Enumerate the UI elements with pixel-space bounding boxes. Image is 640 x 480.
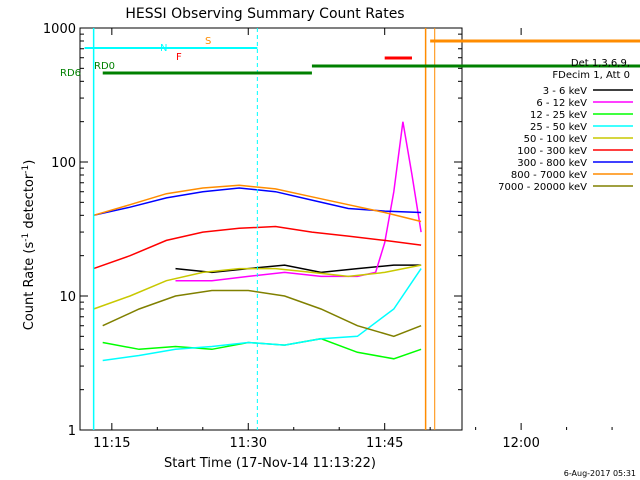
chart-title: HESSI Observing Summary Count Rates — [125, 6, 404, 22]
x-tick-label: 12:00 — [502, 436, 539, 451]
y-tick-label: 1000 — [43, 22, 76, 37]
legend-label: 100 - 300 keV — [517, 146, 587, 157]
y-tick-label: 1 — [68, 424, 76, 439]
state-label-rd6: RD6 — [60, 68, 81, 79]
legend-label: 50 - 100 keV — [524, 134, 588, 145]
x-axis-label: Start Time (17-Nov-14 11:13:22) — [164, 456, 376, 471]
state-label-rd0: RD0 — [94, 61, 115, 72]
legend-label: 6 - 12 keV — [536, 98, 587, 109]
ylabel-sup2: -1 — [21, 165, 31, 174]
series-line-0-1 — [175, 264, 422, 274]
legend-header-line: FDecim 1, Att 0 — [552, 70, 630, 81]
ylabel-end: ) — [22, 160, 37, 165]
y-tick-label: 10 — [59, 290, 76, 305]
x-tick-label: 11:15 — [93, 436, 130, 451]
legend-label: 12 - 25 keV — [530, 110, 587, 121]
series-line-8-1 — [102, 289, 422, 338]
series-line-3-1 — [102, 268, 422, 362]
series-line-7-1 — [93, 184, 422, 223]
legend-label: 3 - 6 keV — [543, 86, 587, 97]
observing-states: N S F RD0 RD6 — [60, 28, 640, 430]
ylabel-sup1: -1 — [21, 233, 31, 242]
state-label-f: F — [176, 52, 182, 63]
svg-text:Count Rate (s-1 detector-1): Count Rate (s-1 detector-1) — [21, 160, 37, 331]
ylabel-mid: detector — [22, 173, 37, 233]
legend-label: 800 - 7000 keV — [511, 170, 587, 181]
x-tick-label: 11:45 — [366, 436, 403, 451]
y-tick-label: 100 — [51, 156, 76, 171]
legend-label: 25 - 50 keV — [530, 122, 587, 133]
series-line-1-1 — [175, 121, 422, 282]
timestamp: 6-Aug-2017 05:31 — [564, 469, 636, 478]
series-line-2-1 — [102, 337, 422, 360]
legend-label: 7000 - 20000 keV — [498, 182, 587, 193]
x-tick-label: 11:30 — [230, 436, 267, 451]
state-label-s: S — [205, 36, 211, 47]
y-axis-label: Count Rate (s-1 detector-1) — [21, 160, 37, 331]
axes: 11:1511:3011:4512:0012:1512:3012:4511010… — [43, 22, 640, 451]
state-label-n: N — [160, 43, 167, 54]
ylabel-part1: Count Rate (s — [22, 242, 37, 331]
plot-frame — [79, 27, 463, 431]
legend-label: 300 - 800 keV — [517, 158, 587, 169]
x-tick-label: 12:15 — [639, 436, 640, 451]
legend-header-line: Det 1,3,6,9, — [571, 58, 630, 69]
